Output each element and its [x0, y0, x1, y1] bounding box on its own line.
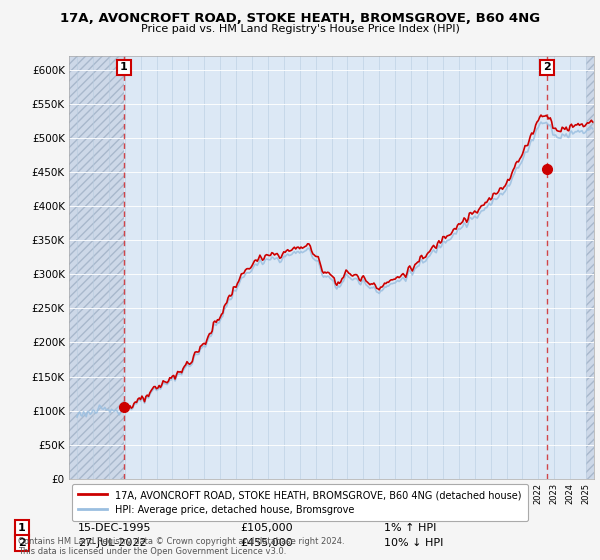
Text: 15-DEC-1995: 15-DEC-1995 — [78, 523, 151, 533]
Text: Price paid vs. HM Land Registry's House Price Index (HPI): Price paid vs. HM Land Registry's House … — [140, 24, 460, 34]
Text: 1: 1 — [120, 62, 128, 72]
Bar — [69, 56, 124, 479]
Text: 1% ↑ HPI: 1% ↑ HPI — [384, 523, 436, 533]
Text: 2: 2 — [543, 62, 551, 72]
Text: Contains HM Land Registry data © Crown copyright and database right 2024.
This d: Contains HM Land Registry data © Crown c… — [18, 536, 344, 556]
Text: 17A, AVONCROFT ROAD, STOKE HEATH, BROMSGROVE, B60 4NG: 17A, AVONCROFT ROAD, STOKE HEATH, BROMSG… — [60, 12, 540, 25]
Bar — [586, 56, 594, 479]
Text: 2: 2 — [18, 538, 26, 548]
Legend: 17A, AVONCROFT ROAD, STOKE HEATH, BROMSGROVE, B60 4NG (detached house), HPI: Ave: 17A, AVONCROFT ROAD, STOKE HEATH, BROMSG… — [73, 484, 527, 521]
Text: £105,000: £105,000 — [240, 523, 293, 533]
Text: £455,000: £455,000 — [240, 538, 293, 548]
Text: 1: 1 — [18, 523, 26, 533]
Text: 27-JUL-2022: 27-JUL-2022 — [78, 538, 146, 548]
Text: 10% ↓ HPI: 10% ↓ HPI — [384, 538, 443, 548]
